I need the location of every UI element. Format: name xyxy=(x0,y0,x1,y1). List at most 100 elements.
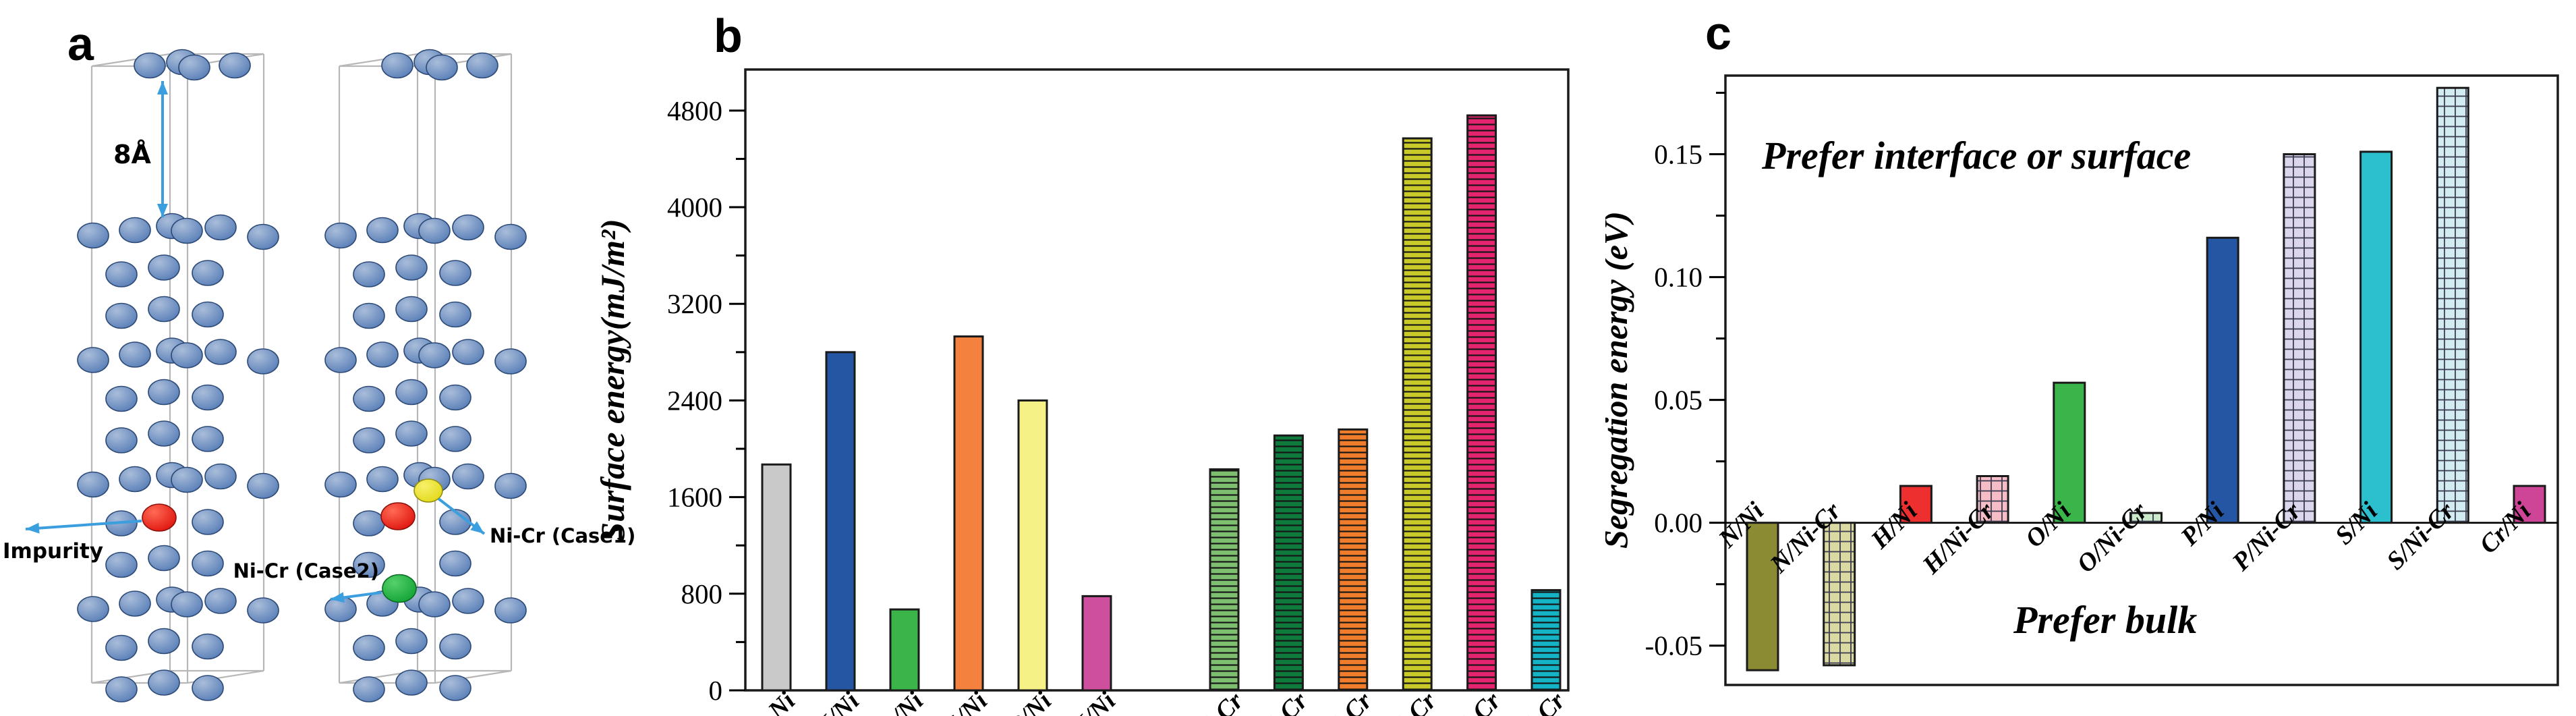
vacuum-gap-arrow-head xyxy=(157,204,168,217)
ni-atom xyxy=(105,676,138,703)
ni-atom xyxy=(171,342,203,368)
y-tick-label: 0.05 xyxy=(1654,385,1702,416)
ni-atom xyxy=(247,472,279,499)
ni-atom xyxy=(192,384,224,411)
bar-P/Ni-Cr xyxy=(2283,153,2316,524)
ni-atom xyxy=(353,302,385,329)
plot-frame xyxy=(744,68,1570,692)
bar-P/Ni xyxy=(2206,236,2239,524)
case2-label: Ni-Cr (Case2) xyxy=(233,559,379,582)
ni-atom xyxy=(192,675,224,701)
annotation-prefer-interface: Prefer interface or surface xyxy=(1761,134,2191,177)
ni-atom xyxy=(324,347,357,373)
y-tick-label: 0 xyxy=(709,675,723,706)
slab-right xyxy=(324,49,527,703)
ni-atom xyxy=(366,217,399,244)
ni-atom xyxy=(77,222,109,249)
bar-N/Ni-Cr xyxy=(1273,434,1304,692)
ni-atom xyxy=(134,52,166,79)
case2-arrow-head xyxy=(331,592,345,603)
ni-atom xyxy=(494,348,527,375)
ni-atom xyxy=(452,463,484,490)
ni-atom xyxy=(105,302,138,329)
plot-frame xyxy=(1724,74,2559,686)
bar-H/Ni xyxy=(1899,485,1933,524)
slab-left xyxy=(77,49,279,703)
y-axis-title: Segregation energy (eV) xyxy=(1605,211,1634,549)
ni-atom xyxy=(418,342,451,368)
panel-c-letter: c xyxy=(1705,7,1731,59)
ni-atom xyxy=(171,466,203,493)
ni-atom xyxy=(178,54,210,81)
ni-atom xyxy=(105,385,138,412)
ni-atom xyxy=(105,634,138,661)
ni-atom xyxy=(353,676,385,703)
ni-atom xyxy=(353,551,385,578)
ni-atom xyxy=(192,426,224,452)
ni-atom xyxy=(366,341,399,368)
ni-atom xyxy=(494,597,527,624)
ni-atom xyxy=(439,301,471,328)
ni-atom xyxy=(353,261,385,287)
impurity-label: Impurity xyxy=(3,539,103,563)
ni-atom xyxy=(353,427,385,453)
y-axis-title: Surface energy(mJ/m²) xyxy=(594,219,631,541)
case1-arrow-head xyxy=(470,521,484,534)
panel-b-letter: b xyxy=(714,9,743,62)
y-tick-label: 4000 xyxy=(667,192,722,223)
ni-atom xyxy=(247,597,279,624)
y-tick-label: 0.10 xyxy=(1654,262,1702,293)
y-tick-label: 800 xyxy=(681,578,723,609)
vacuum-gap-arrow-head xyxy=(157,81,168,94)
bar-Ni xyxy=(761,463,792,692)
ni-atom xyxy=(171,591,203,617)
ni-atom xyxy=(439,633,471,660)
ni-atom xyxy=(148,379,180,406)
ni-atom xyxy=(105,551,138,578)
ni-atom xyxy=(494,472,527,499)
ni-atom xyxy=(171,217,203,244)
y-tick-label: 3200 xyxy=(667,288,722,319)
ni-atom xyxy=(148,254,180,281)
ni-atom xyxy=(204,214,237,241)
ni-atom xyxy=(439,675,471,701)
ni-atom xyxy=(148,296,180,323)
bar-H/Ni-Cr xyxy=(1530,588,1562,692)
ni-atom xyxy=(77,596,109,622)
ni-atom xyxy=(204,588,237,614)
ni-atom xyxy=(247,223,279,250)
bar-S/Ni xyxy=(2359,150,2393,524)
ni-atom xyxy=(395,669,428,696)
ni-atom xyxy=(219,52,251,79)
ni-atom xyxy=(439,426,471,452)
panel-c-segregation-energy-chart: -0.05 0.00 0.05 0.10 0.15 Segregation energy … xyxy=(1605,74,2559,686)
category-label-S/Ni-Cr: S/Ni-Cr xyxy=(2381,496,2460,575)
ni-atom xyxy=(366,466,399,493)
bar-H/Ni-Cr xyxy=(1976,475,2009,524)
ni-atom xyxy=(353,510,385,536)
y-tick-label: -0.05 xyxy=(1645,630,1702,661)
bar-S/Ni-Cr xyxy=(1402,137,1433,692)
ni-atom xyxy=(353,634,385,661)
panel-b-surface-energy-chart: 0 800 1600 2400 3200 4000 4800 Surface energy(m… xyxy=(594,68,1571,716)
bar-N/Ni-Cr xyxy=(1823,522,1856,667)
case1-label: Ni-Cr (Case1) xyxy=(490,524,635,547)
ni-atom xyxy=(192,301,224,328)
ni-atom xyxy=(452,214,484,241)
ni-atom xyxy=(148,628,180,655)
bar-Ni-Cr xyxy=(1209,468,1240,692)
ni-atom xyxy=(439,260,471,286)
ni-atom xyxy=(119,590,151,617)
impurity-atom xyxy=(142,503,177,532)
ni-atom xyxy=(148,545,180,572)
ni-atom xyxy=(418,217,451,244)
ni-atom xyxy=(192,260,224,286)
y-tick-label: 1600 xyxy=(667,482,722,513)
ni-atom xyxy=(353,385,385,412)
bar-O/Ni xyxy=(889,608,920,692)
y-tick-label: 0.15 xyxy=(1654,139,1702,170)
bar-N/Ni xyxy=(1746,522,1779,671)
ni-atom xyxy=(324,222,357,249)
ni-atom xyxy=(395,296,428,323)
